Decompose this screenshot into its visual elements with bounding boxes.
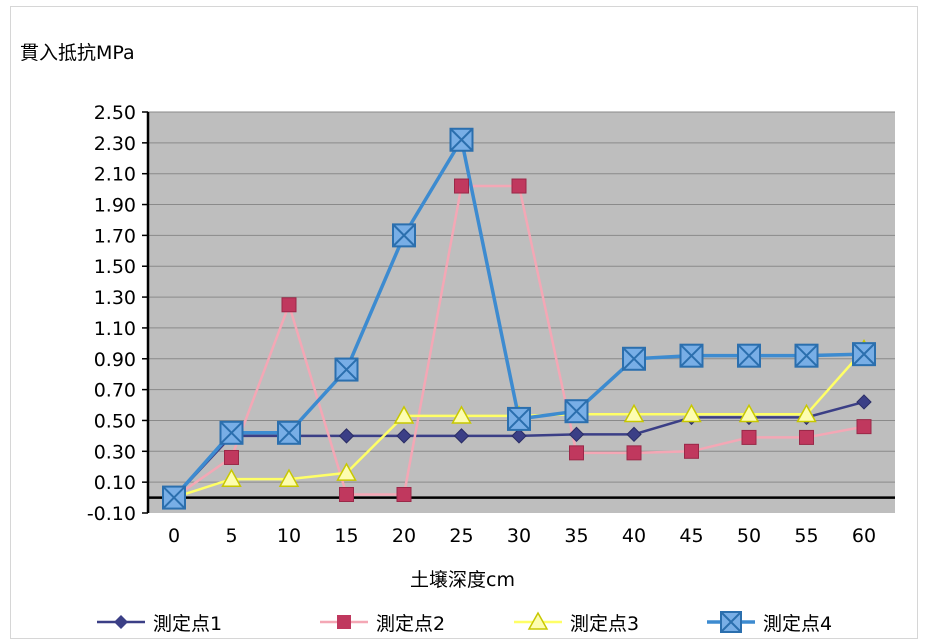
- data-point-s3-5: [451, 405, 472, 424]
- data-point-s1-6: [511, 428, 527, 444]
- data-point-s4-8-cross: [622, 347, 646, 371]
- data-point-s2-6: [511, 178, 527, 194]
- x-tick-label: 10: [277, 525, 301, 547]
- data-point-s4-1-cross: [219, 421, 244, 445]
- data-point-s3-1: [221, 468, 242, 488]
- data-point-s3-10: [738, 403, 760, 423]
- legend: 測定点1 測定点2 測定点3 測定点4: [0, 606, 925, 638]
- y-tick-label: 1.10: [94, 318, 136, 340]
- data-point-s1-12: [856, 394, 872, 410]
- data-point-s4-5-cross: [449, 128, 474, 152]
- data-point-s1-3: [338, 428, 355, 444]
- data-point-s3-9: [681, 403, 702, 423]
- y-tick-label: 2.50: [94, 102, 136, 124]
- x-axis-title: 土壌深度cm: [410, 569, 515, 591]
- data-point-s1-8: [626, 426, 642, 443]
- data-point-s4-3-cross: [334, 357, 359, 382]
- data-point-s3-3: [336, 462, 357, 481]
- x-tick-label: 0: [168, 525, 180, 547]
- y-tick-label: 0.10: [94, 472, 136, 494]
- y-tick-label: 1.30: [94, 287, 136, 309]
- y-tick-label: 0.70: [94, 380, 136, 402]
- data-point-s4-11-cross: [794, 343, 819, 368]
- x-tick-label: 25: [449, 525, 473, 547]
- data-point-s4-6-cross: [507, 407, 531, 431]
- data-point-s3-2: [278, 468, 300, 488]
- data-point-s4-7-cross: [564, 399, 589, 423]
- legend-item-3: 測定点3: [512, 606, 639, 638]
- y-tick-label: 0.30: [94, 441, 136, 463]
- legend-label-4: 測定点4: [763, 612, 833, 635]
- legend-symbol-3: [514, 611, 562, 630]
- y-tick-label: 2.10: [94, 164, 136, 186]
- data-point-s4-12-cross: [852, 342, 876, 366]
- x-tick-label: 45: [679, 525, 703, 547]
- data-point-s2-3: [339, 486, 354, 502]
- x-tick-label: 15: [334, 525, 358, 547]
- x-tick-label: 50: [737, 525, 761, 547]
- legend-item-1: 測定点1: [95, 606, 222, 638]
- data-point-s2-11: [799, 429, 814, 445]
- legend-symbol-4: [707, 611, 755, 633]
- data-point-s2-7: [569, 445, 584, 461]
- legend-symbol-1: [97, 615, 145, 629]
- data-point-s2-12: [856, 419, 872, 435]
- data-point-s2-1: [224, 449, 239, 465]
- data-point-s3-4: [393, 405, 415, 424]
- data-point-s4-9-cross: [679, 343, 704, 368]
- data-point-s2-4: [396, 486, 412, 502]
- y-tick-label: 0.50: [94, 410, 136, 432]
- data-point-s2-8: [626, 445, 642, 461]
- x-tick-label: 40: [622, 525, 646, 547]
- y-axis-title: 貫入抵抗MPa: [20, 42, 135, 64]
- data-point-s2-5: [454, 178, 469, 194]
- x-tick-label: 5: [225, 525, 237, 547]
- data-point-s3-11: [796, 403, 817, 423]
- plot-area: [148, 112, 895, 513]
- legend-label-3: 測定点3: [570, 612, 640, 635]
- y-tick-label: -0.10: [87, 503, 136, 525]
- y-tick-label: 0.90: [94, 349, 136, 371]
- y-tick-label: 1.90: [94, 195, 136, 217]
- data-point-s2-9: [684, 443, 699, 459]
- data-point-s3-8: [623, 403, 645, 423]
- data-point-s1-5: [453, 428, 470, 444]
- x-tick-label: 30: [507, 525, 531, 547]
- data-point-s1-4: [396, 428, 412, 444]
- y-tick-label: 2.30: [94, 133, 136, 155]
- legend-label-1: 測定点1: [153, 612, 223, 635]
- legend-item-2: 測定点2: [318, 606, 445, 638]
- data-point-s2-10: [741, 429, 757, 445]
- data-point-s1-7: [568, 426, 585, 443]
- legend-item-4: 測定点4: [705, 606, 832, 638]
- data-point-s4-2-cross: [277, 421, 301, 445]
- data-point-s4-0-cross: [162, 485, 186, 510]
- data-point-s4-10-cross: [737, 343, 761, 368]
- x-tick-label: 60: [852, 525, 876, 547]
- legend-label-2: 測定点2: [376, 612, 446, 635]
- y-tick-label: 1.50: [94, 256, 136, 278]
- x-tick-label: 20: [392, 525, 416, 547]
- x-tick-label: 55: [794, 525, 818, 547]
- y-tick-label: 1.70: [94, 225, 136, 247]
- data-point-s4-4-cross: [392, 223, 416, 248]
- x-tick-label: 35: [564, 525, 588, 547]
- legend-symbol-2: [320, 615, 368, 629]
- data-point-s2-2: [281, 297, 297, 313]
